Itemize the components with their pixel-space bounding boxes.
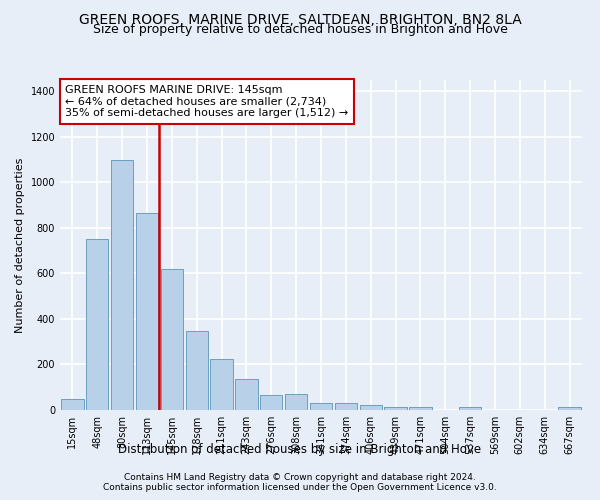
Text: Contains public sector information licensed under the Open Government Licence v3: Contains public sector information licen… [103, 482, 497, 492]
Bar [211, 359, 233, 410]
Bar [335, 403, 357, 410]
Text: Size of property relative to detached houses in Brighton and Hove: Size of property relative to detached ho… [92, 22, 508, 36]
Bar [559, 408, 581, 410]
Bar [111, 160, 133, 410]
Bar [409, 406, 431, 410]
Bar [459, 408, 481, 410]
Bar [260, 395, 283, 410]
Bar [235, 380, 257, 410]
Bar [185, 332, 208, 410]
Bar [310, 403, 332, 410]
Y-axis label: Number of detached properties: Number of detached properties [15, 158, 25, 332]
Bar [161, 269, 183, 410]
Bar [285, 394, 307, 410]
Text: GREEN ROOFS, MARINE DRIVE, SALTDEAN, BRIGHTON, BN2 8LA: GREEN ROOFS, MARINE DRIVE, SALTDEAN, BRI… [79, 12, 521, 26]
Bar [61, 398, 83, 410]
Bar [359, 405, 382, 410]
Text: Distribution of detached houses by size in Brighton and Hove: Distribution of detached houses by size … [118, 442, 482, 456]
Bar [136, 213, 158, 410]
Text: Contains HM Land Registry data © Crown copyright and database right 2024.: Contains HM Land Registry data © Crown c… [124, 472, 476, 482]
Text: GREEN ROOFS MARINE DRIVE: 145sqm
← 64% of detached houses are smaller (2,734)
35: GREEN ROOFS MARINE DRIVE: 145sqm ← 64% o… [65, 85, 349, 118]
Bar [385, 406, 407, 410]
Bar [86, 240, 109, 410]
